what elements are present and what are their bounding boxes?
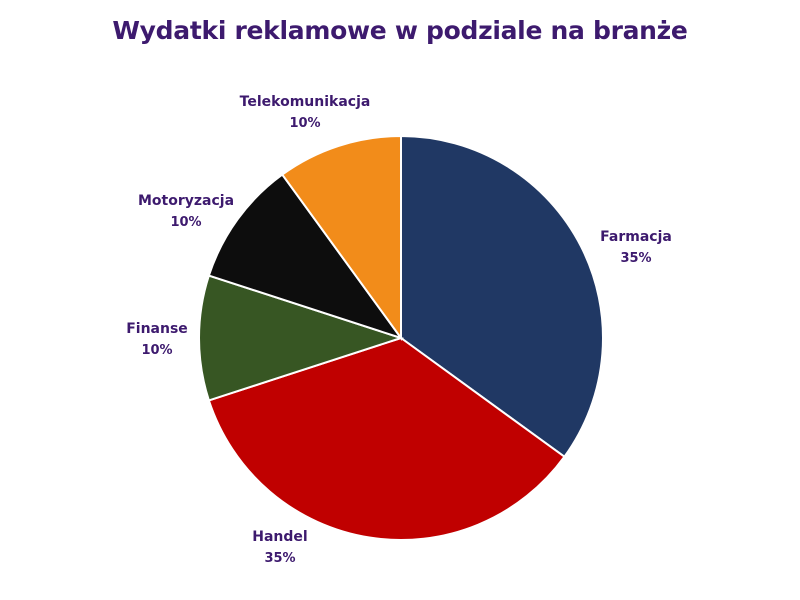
slice-motoryzacja	[207, 173, 404, 340]
slice-value-finanse: 10%	[141, 343, 172, 358]
slice-label-farmacja: Farmacja	[600, 229, 672, 245]
chart-title: Wydatki reklamowe w podziale na branże	[112, 16, 688, 45]
slice-label-motoryzacja: Motoryzacja	[138, 193, 234, 209]
slice-handel	[207, 336, 566, 541]
slice-farmacja	[400, 134, 604, 459]
slice-telekomunikacja	[280, 134, 402, 342]
slice-label-telekomunikacja: Telekomunikacja	[240, 94, 371, 110]
slice-label-finanse: Finanse	[126, 321, 188, 337]
slice-value-handel: 35%	[264, 551, 295, 566]
slice-value-telekomunikacja: 10%	[289, 116, 320, 131]
slice-value-farmacja: 35%	[620, 251, 651, 266]
pie-labels: Farmacja 35% Handel 35% Finanse 10% Motoryzacj…	[126, 94, 672, 566]
pie-slices	[198, 134, 604, 541]
slice-value-motoryzacja: 10%	[170, 215, 201, 230]
slice-label-handel: Handel	[252, 529, 307, 545]
slice-finanse	[198, 274, 405, 402]
